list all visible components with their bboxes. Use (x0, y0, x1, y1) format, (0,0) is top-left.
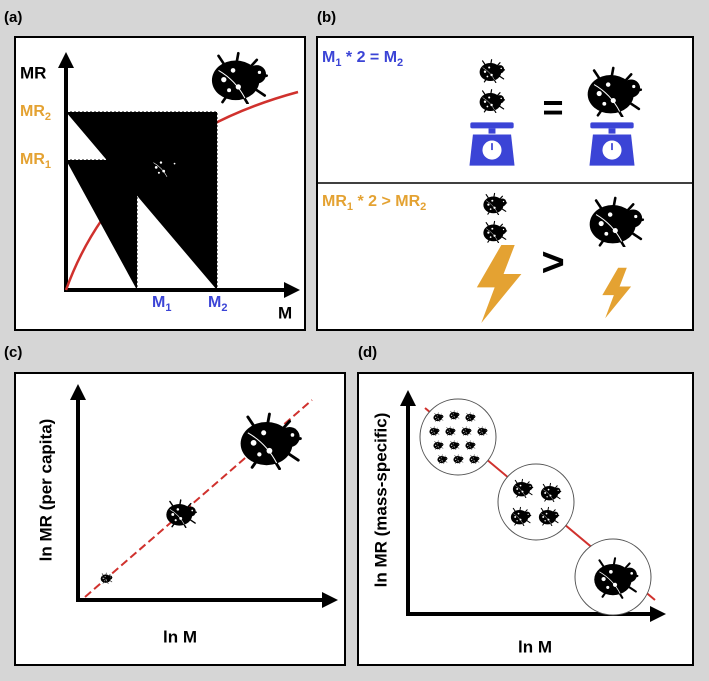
mr1-label: MR1 (20, 151, 51, 171)
text-part: MR (322, 193, 347, 210)
text-part: MR (20, 151, 45, 168)
y-axis-label: ln MR (mass-specific) (371, 413, 390, 588)
guide-lines (66, 111, 218, 290)
panel-d: (d) ln MR (mass-specific) ln M (357, 344, 694, 666)
text-part: 2 (221, 302, 227, 314)
m1-label: M1 (152, 294, 171, 314)
text-part: * 2 = M (341, 49, 397, 66)
x-axis-label: ln M (163, 627, 197, 646)
trend-line (84, 399, 313, 598)
y-axis-label: MR (20, 63, 46, 82)
panel-a: (a) MR MR2 MR1 M1 M2 M (4, 9, 306, 331)
mr2-label: MR2 (20, 103, 51, 123)
text-part: M (322, 49, 335, 66)
text-part: 2 (420, 201, 426, 213)
text-part: 2 (397, 57, 403, 69)
mass-equation: M1 * 2 = M2 (322, 49, 403, 69)
panel-b: (b) M1 * 2 = M2 = MR1 * 2 > MR2 > (316, 9, 694, 331)
group-circle (419, 398, 497, 476)
axes (64, 62, 292, 290)
text-part: * 2 > MR (353, 193, 421, 210)
panel-c: (c) ln MR (per capita) ln M (4, 344, 346, 666)
x-axis-label: M (278, 303, 292, 322)
group-circle (497, 463, 575, 541)
panel-label: (b) (317, 9, 336, 26)
text-part: M (208, 294, 221, 311)
panel-label: (a) (4, 9, 22, 26)
text-part: 1 (165, 302, 171, 314)
text-part: 2 (45, 111, 51, 123)
y-axis-label: ln MR (per capita) (36, 419, 55, 562)
panel-label: (d) (358, 344, 377, 361)
x-axis-label: ln M (518, 637, 552, 656)
greater-sign: > (541, 241, 564, 285)
text-part: 1 (45, 159, 51, 171)
m2-label: M2 (208, 294, 227, 314)
rate-inequality: MR1 * 2 > MR2 (322, 193, 426, 213)
text-part: 1 (347, 201, 353, 213)
text-part: 1 (335, 57, 341, 69)
text-part: MR (20, 103, 45, 120)
panel-label: (c) (4, 344, 22, 361)
equals-sign: = (542, 87, 563, 128)
text-part: M (152, 294, 165, 311)
